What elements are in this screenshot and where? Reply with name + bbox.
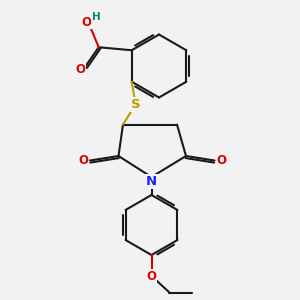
Text: S: S	[131, 98, 140, 111]
Text: O: O	[76, 63, 86, 76]
Text: O: O	[78, 154, 88, 167]
Text: H: H	[92, 12, 101, 22]
Text: O: O	[82, 16, 92, 28]
Text: O: O	[146, 269, 157, 283]
Text: N: N	[146, 175, 157, 188]
Text: O: O	[216, 154, 226, 167]
